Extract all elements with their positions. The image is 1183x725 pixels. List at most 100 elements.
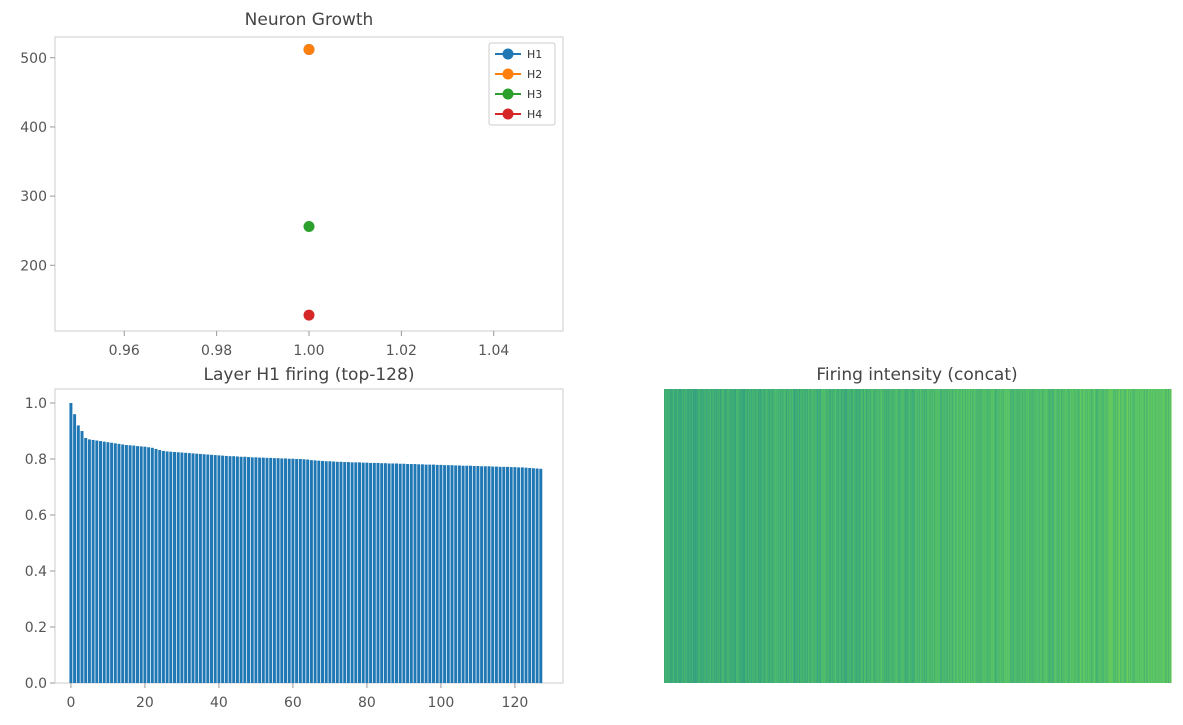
bar (461, 465, 465, 683)
x-tick-label: 60 (284, 695, 302, 711)
bar (531, 468, 535, 683)
bar (413, 464, 417, 683)
legend-marker (502, 68, 514, 80)
bar (365, 462, 369, 683)
legend-marker (502, 88, 514, 100)
bar (191, 453, 195, 683)
bar (143, 446, 147, 683)
bar (313, 460, 317, 683)
chart-title: Firing intensity (concat) (816, 365, 1017, 385)
x-tick-label: 40 (210, 695, 228, 711)
bar (443, 465, 447, 683)
bar (113, 443, 117, 683)
heatmap-cell (1170, 389, 1172, 683)
bar (139, 446, 143, 683)
bar (147, 447, 151, 683)
bar (154, 448, 158, 683)
bar (520, 467, 524, 683)
bar (380, 463, 384, 683)
bar (73, 414, 77, 683)
bar (450, 465, 454, 683)
bar (383, 463, 387, 683)
data-point-h4 (303, 309, 315, 321)
bar (136, 446, 139, 683)
bar (439, 464, 443, 683)
bar (432, 464, 435, 683)
y-tick-label: 300 (20, 189, 47, 205)
bar (472, 466, 476, 683)
bar (117, 443, 121, 683)
bar (206, 454, 210, 683)
bar (276, 458, 280, 683)
y-tick-label: 0.2 (25, 620, 47, 636)
bar (176, 452, 180, 683)
bar (202, 454, 206, 683)
bar (95, 440, 99, 683)
chart-title: Layer H1 firing (top-128) (204, 365, 415, 385)
y-tick-label: 500 (20, 51, 47, 67)
y-tick-label: 0.0 (25, 676, 47, 692)
bar (509, 467, 513, 683)
bar (491, 466, 495, 683)
bar (302, 459, 306, 683)
bar (217, 455, 221, 683)
bar (428, 464, 432, 683)
bar (395, 463, 398, 683)
bar (165, 451, 169, 683)
bar (402, 463, 406, 683)
bar (87, 439, 91, 683)
bar (221, 455, 225, 683)
bar (261, 457, 265, 683)
y-tick-label: 0.8 (25, 452, 47, 468)
bar (158, 450, 162, 683)
x-tick-label: 120 (502, 695, 529, 711)
bar (398, 463, 402, 683)
bar (469, 465, 472, 683)
bar (76, 425, 80, 683)
bar (420, 464, 424, 683)
legend-label: H2 (527, 68, 542, 81)
bar (265, 457, 269, 683)
legend-marker (502, 108, 514, 120)
bar (476, 466, 480, 683)
bar (180, 452, 184, 683)
bar (124, 445, 128, 683)
bar (224, 455, 228, 683)
plot-frame (54, 36, 564, 332)
bar (110, 442, 114, 683)
bar (498, 466, 502, 683)
x-tick-label: 100 (428, 695, 455, 711)
legend-label: H1 (527, 48, 542, 61)
y-tick-label: 0.6 (25, 508, 47, 524)
bar (232, 456, 236, 683)
bar (506, 466, 509, 683)
bar (332, 461, 336, 683)
bar (535, 468, 539, 683)
bar (102, 441, 106, 683)
y-tick-label: 0.4 (25, 564, 47, 580)
bar (213, 455, 217, 683)
bar (243, 456, 247, 683)
bar (187, 453, 191, 683)
bar (287, 458, 291, 683)
legend-label: H4 (527, 108, 542, 121)
bar (409, 464, 413, 683)
bar (169, 451, 173, 683)
bar (150, 447, 154, 683)
bar (335, 461, 339, 683)
bar (361, 462, 365, 683)
bar (387, 463, 391, 683)
x-tick-label: 80 (358, 695, 376, 711)
bar (480, 466, 484, 683)
bar (235, 456, 239, 683)
bar (465, 465, 469, 683)
bar (291, 458, 295, 683)
bar (210, 454, 213, 683)
bar (391, 463, 395, 683)
y-tick-label: 1.0 (25, 396, 47, 412)
bar (173, 452, 176, 683)
bar (284, 458, 287, 683)
bar (483, 466, 487, 683)
bar (502, 466, 506, 683)
